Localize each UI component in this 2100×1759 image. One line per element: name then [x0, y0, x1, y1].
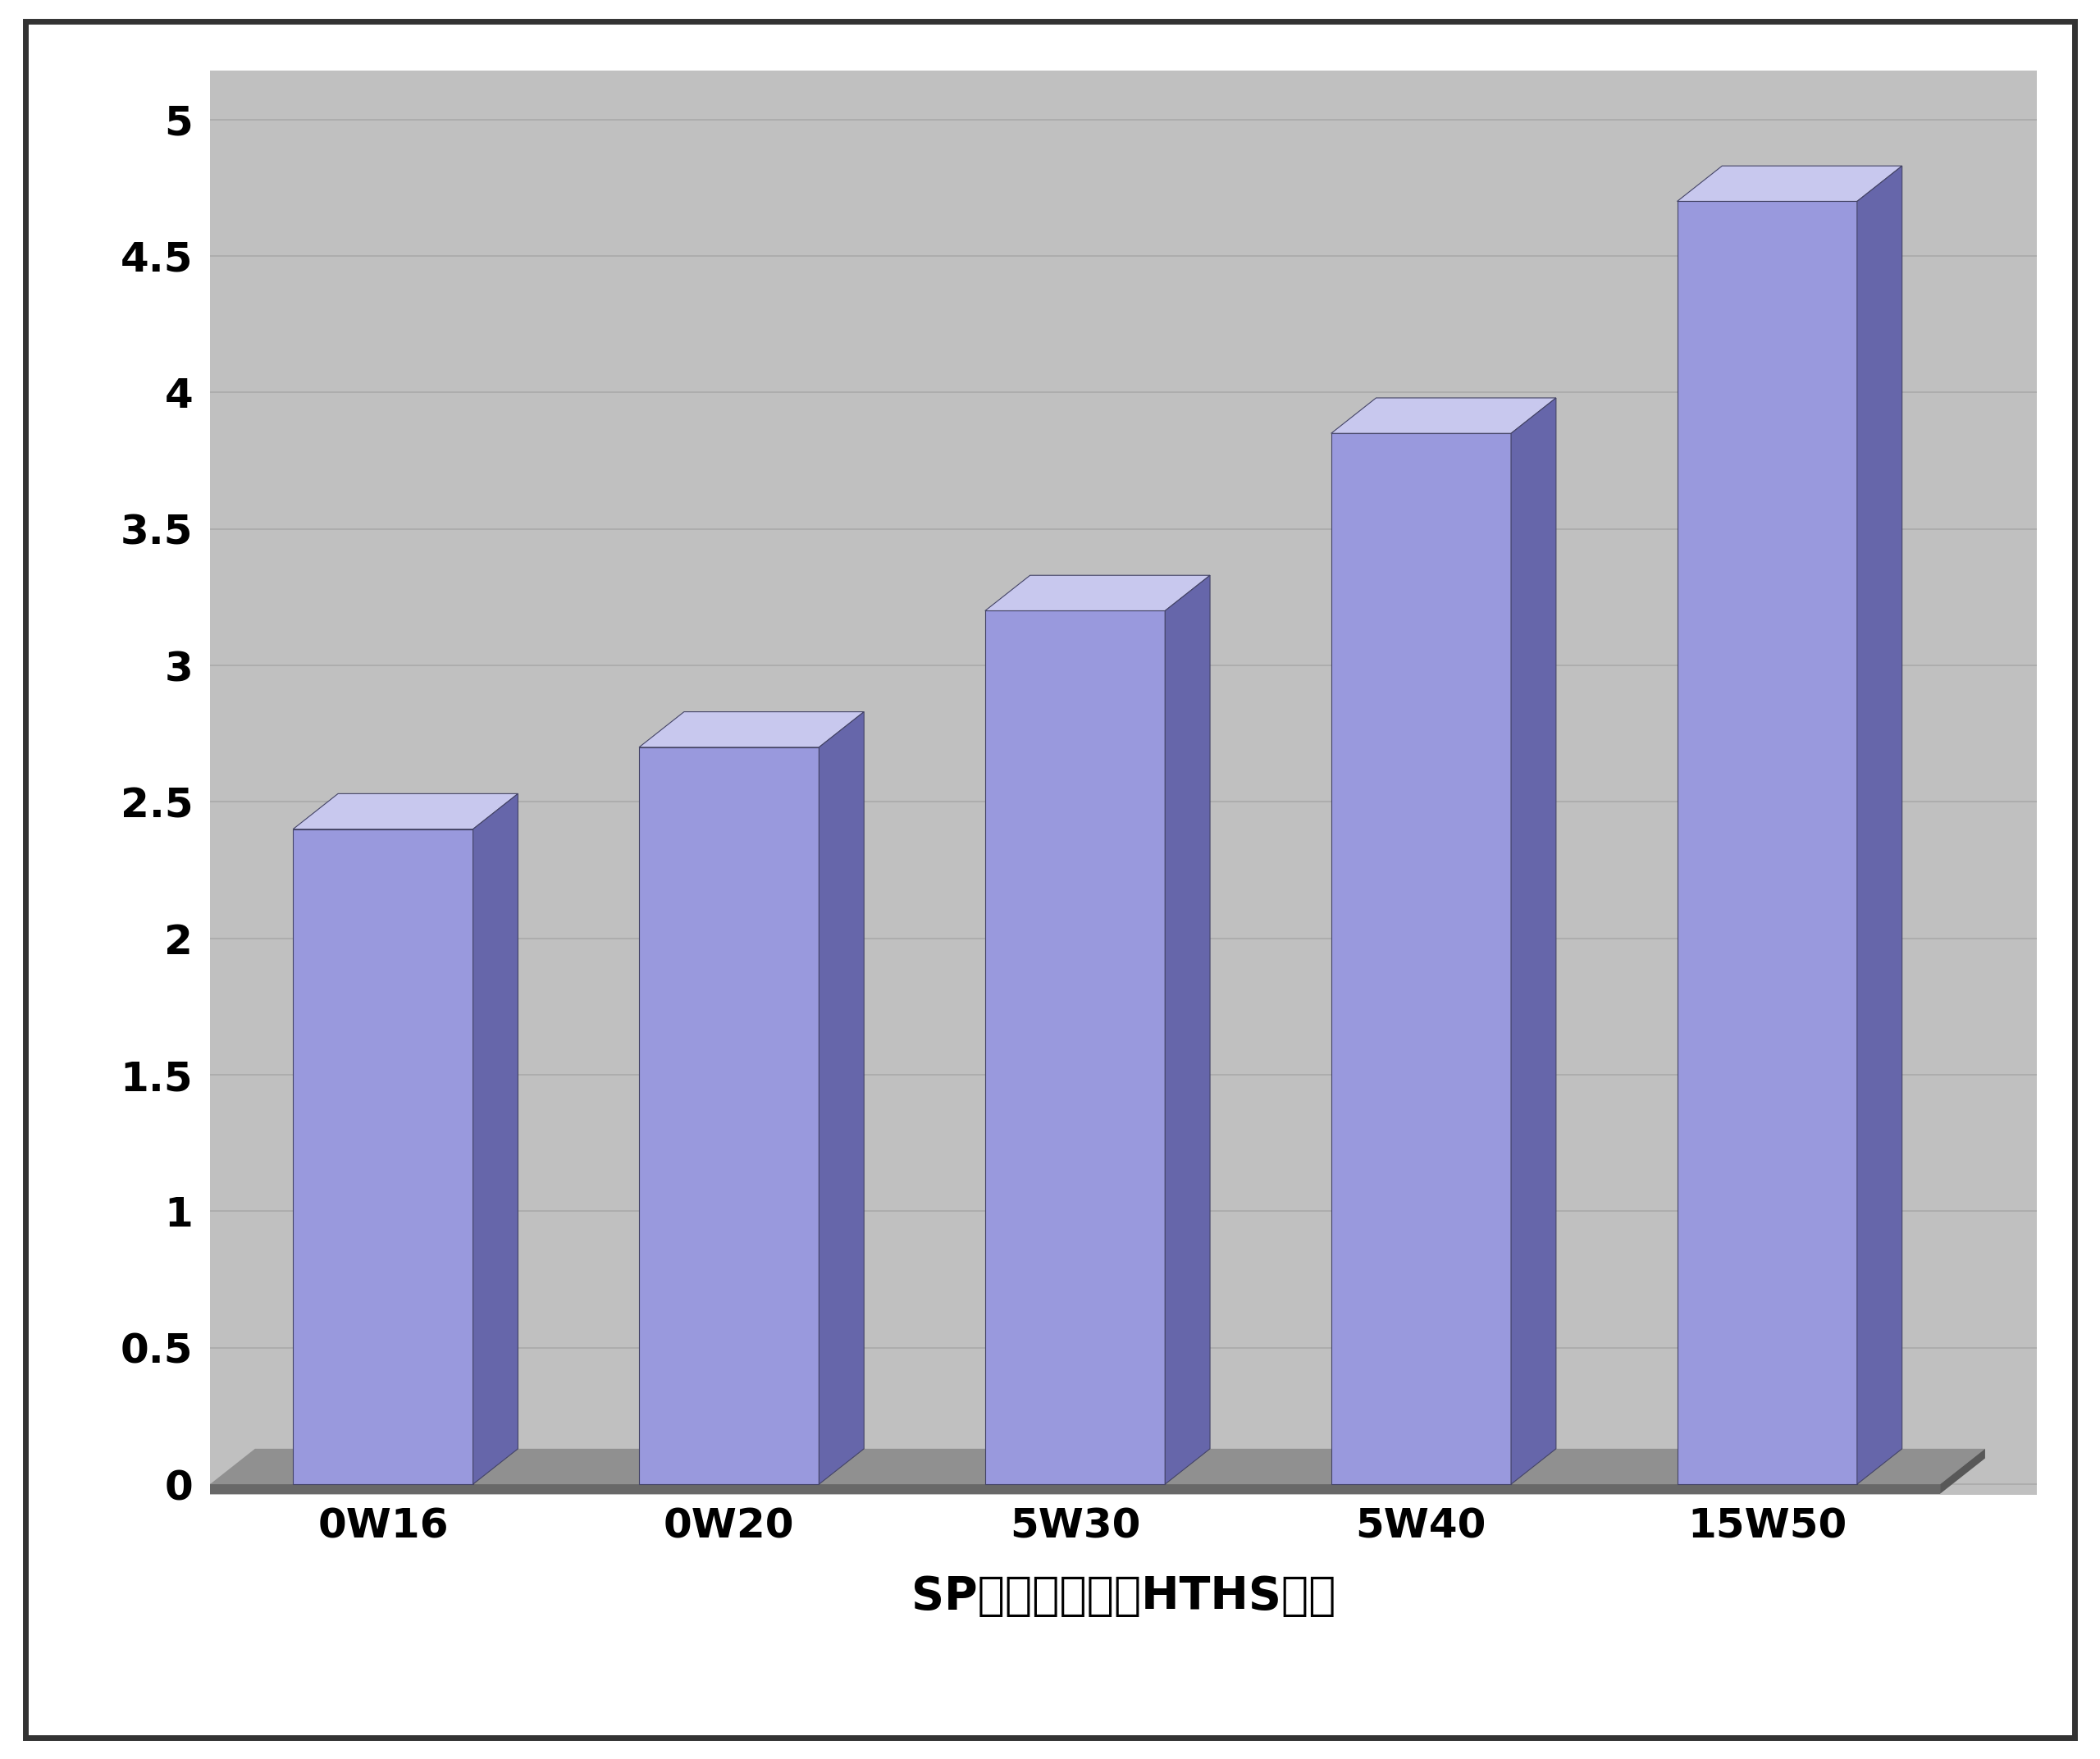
Polygon shape: [1678, 201, 1856, 1485]
X-axis label: SP規格オイルのHTHS粘度: SP規格オイルのHTHS粘度: [911, 1574, 1336, 1618]
Polygon shape: [1331, 398, 1556, 433]
Polygon shape: [294, 828, 472, 1485]
Polygon shape: [638, 712, 863, 748]
Polygon shape: [638, 748, 819, 1485]
Polygon shape: [472, 793, 519, 1485]
Polygon shape: [985, 610, 1166, 1485]
Polygon shape: [1678, 165, 1903, 201]
Polygon shape: [210, 1449, 1984, 1485]
Polygon shape: [1856, 165, 1903, 1485]
Polygon shape: [985, 575, 1210, 610]
Polygon shape: [1166, 575, 1210, 1485]
Polygon shape: [210, 1485, 1940, 1493]
Polygon shape: [1512, 398, 1556, 1485]
Polygon shape: [294, 793, 519, 828]
Polygon shape: [819, 712, 863, 1485]
Polygon shape: [1331, 433, 1512, 1485]
Polygon shape: [1940, 1449, 1984, 1493]
